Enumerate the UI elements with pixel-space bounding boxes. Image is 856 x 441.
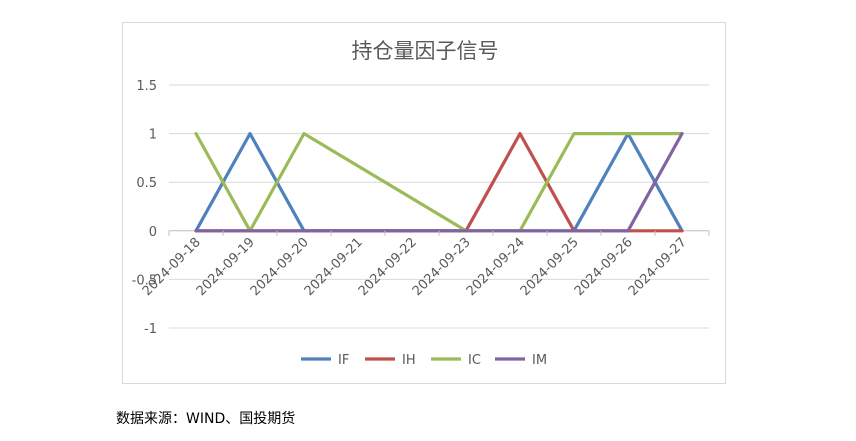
legend: IF IH IC IM	[301, 353, 547, 368]
legend-label-ic: IC	[468, 353, 481, 368]
line-chart: 持仓量因子信号 1.5 1 0.5 0 -0.5 -1 2024-09-182024-09…	[132, 39, 710, 368]
chart-title: 持仓量因子信号	[352, 39, 499, 63]
y-tick-label: 1	[149, 128, 157, 143]
y-axis-ticks: 1.5 1 0.5 0 -0.5 -1	[132, 79, 157, 337]
y-tick-label: 0.5	[136, 176, 157, 191]
legend-label-ih: IH	[402, 353, 416, 368]
legend-label-if: IF	[338, 353, 349, 368]
x-axis-ticks: 2024-09-182024-09-192024-09-202024-09-21…	[140, 230, 710, 299]
y-tick-label: -1	[144, 322, 157, 337]
y-tick-label: 0	[149, 225, 157, 240]
y-tick-label: -0.5	[132, 273, 157, 288]
legend-label-im: IM	[532, 353, 547, 368]
source-note: 数据来源：WIND、国投期货	[116, 411, 296, 427]
x-tick-label: 2024-09-27	[626, 235, 690, 299]
y-tick-label: 1.5	[136, 79, 157, 94]
chart-container: 持仓量因子信号 1.5 1 0.5 0 -0.5 -1 2024-09-18 2024-09…	[122, 22, 726, 384]
